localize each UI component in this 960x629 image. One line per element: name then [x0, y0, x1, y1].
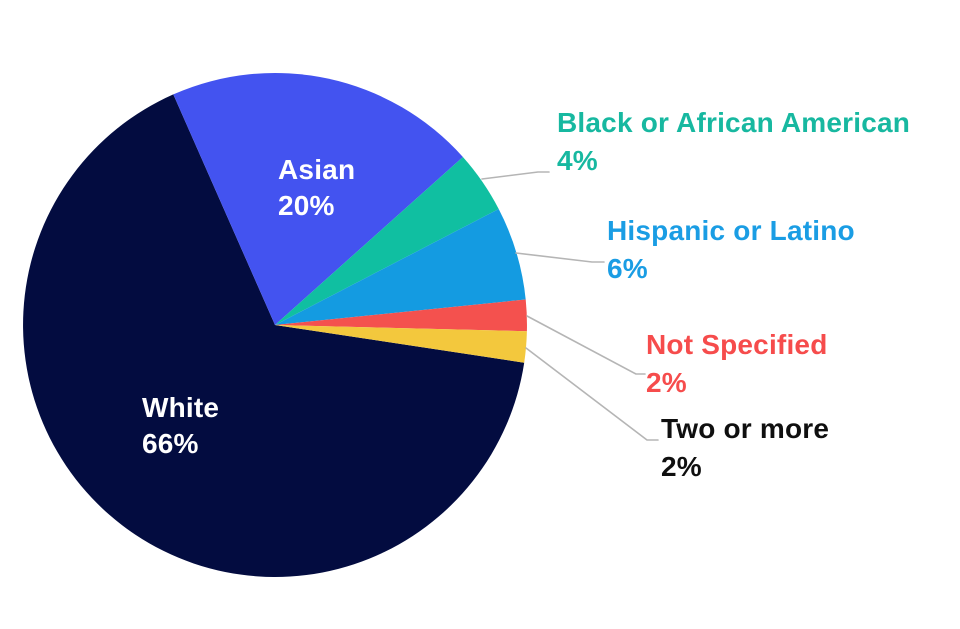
pie-slice-hispanic-or-latino[interactable] — [275, 209, 526, 325]
pie-slice-white[interactable] — [23, 94, 525, 577]
pie-slice-not-specified[interactable] — [275, 299, 527, 332]
leader-line-two-or-more — [525, 347, 659, 441]
pie-slice-two-or-more[interactable] — [275, 325, 527, 363]
pie-label-not-specified: Not Specified 2% — [646, 326, 828, 402]
pie-label-white-name: White — [142, 392, 220, 423]
pie-label-white-percent: 66% — [142, 428, 199, 459]
pie-label-white: White 66% — [142, 390, 219, 462]
leader-line-black-or-african-american — [481, 171, 550, 180]
leader-line-not-specified — [526, 315, 646, 375]
pie-slice-asian[interactable] — [173, 72, 463, 326]
pie-label-two-or-more: Two or more 2% — [661, 410, 829, 486]
pie-slice-black-or-african-american[interactable] — [275, 157, 499, 325]
pie-label-asian-name: Asian — [278, 154, 356, 185]
pie-label-not-specified-name: Not Specified — [646, 329, 828, 360]
pie-label-not-specified-percent: 2% — [646, 367, 687, 398]
pie-label-two-or-more-name: Two or more — [661, 413, 830, 444]
pie-label-black-or-african-american-percent: 4% — [557, 145, 598, 176]
pie-slices-group — [23, 72, 527, 577]
pie-label-hispanic-or-latino-percent: 6% — [607, 253, 648, 284]
pie-label-asian: Asian 20% — [278, 152, 355, 224]
pie-label-two-or-more-percent: 2% — [661, 451, 702, 482]
pie-label-asian-percent: 20% — [278, 190, 335, 221]
leader-lines-group — [481, 171, 659, 441]
pie-label-black-or-african-american-name: Black or African American — [557, 107, 911, 138]
pie-label-hispanic-or-latino-name: Hispanic or Latino — [607, 215, 855, 246]
pie-label-black-or-african-american: Black or African American 4% — [557, 104, 910, 180]
leader-line-hispanic-or-latino — [515, 252, 605, 263]
pie-label-hispanic-or-latino: Hispanic or Latino 6% — [607, 212, 855, 288]
